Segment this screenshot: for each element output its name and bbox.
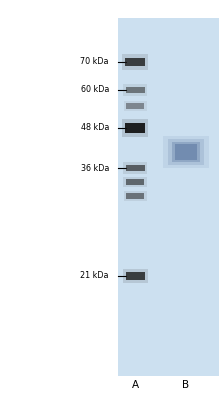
Text: 60 kDa: 60 kDa [81,86,109,94]
Bar [168,140,204,165]
Bar [126,87,145,93]
Bar [163,136,209,168]
Bar [123,269,148,283]
Bar [126,272,145,280]
Bar [126,165,145,171]
Text: 36 kDa: 36 kDa [81,164,109,172]
Bar [123,162,147,174]
Bar [124,191,147,201]
Text: 48 kDa: 48 kDa [81,124,109,132]
Text: A: A [132,380,139,390]
Bar [125,123,145,133]
Bar [126,193,144,199]
Bar [122,54,148,70]
Bar [123,84,147,96]
Text: 21 kDa: 21 kDa [80,272,109,280]
Bar [124,101,147,111]
Bar [123,176,147,187]
Bar [172,142,200,162]
Bar [126,103,144,109]
Bar [118,18,219,376]
Bar [175,144,197,160]
Text: B: B [182,380,189,390]
Bar [125,58,145,66]
Text: 70 kDa: 70 kDa [80,58,109,66]
Bar [122,119,148,137]
Bar [126,179,144,185]
